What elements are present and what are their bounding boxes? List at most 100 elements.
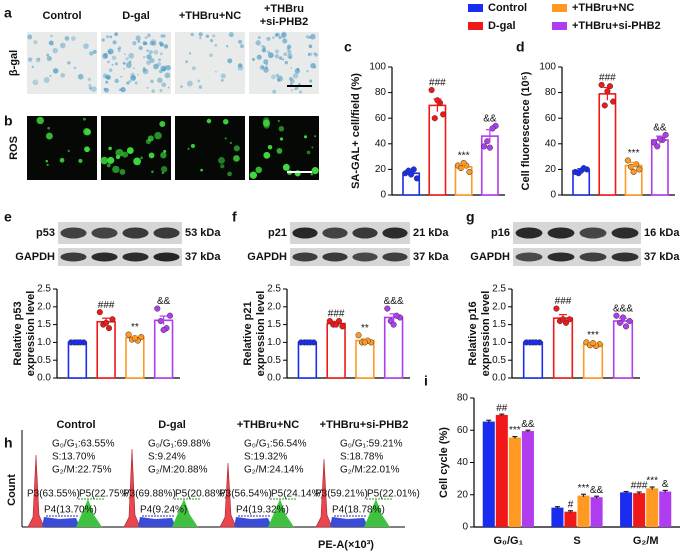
significance: **	[361, 323, 369, 334]
significance: ***	[509, 425, 521, 436]
stain-spot	[46, 53, 50, 57]
stain-spot	[130, 75, 136, 81]
panel-label: h	[4, 435, 13, 451]
stain-spot	[142, 68, 147, 72]
blot-band	[515, 252, 543, 262]
ros-spot	[67, 149, 71, 153]
column-header: +THBru	[264, 3, 304, 15]
stain-spot	[227, 58, 233, 64]
stain-spot	[159, 88, 163, 92]
ros-spot	[277, 119, 280, 123]
stain-spot	[128, 79, 132, 83]
ros-spot	[59, 157, 65, 163]
y-axis-label: Cell fluorescence (10⁵)	[520, 71, 532, 190]
stain-spot	[226, 45, 229, 48]
legend-swatch	[468, 4, 483, 12]
stain-spot	[163, 44, 169, 49]
ros-spot	[227, 171, 232, 177]
ros-spot	[108, 146, 112, 151]
data-point	[457, 165, 465, 172]
legend-label: +THBru+si-PHB2	[572, 20, 661, 32]
gate-label: P4(9.24%)	[140, 505, 187, 516]
blot-strip	[290, 222, 410, 244]
ros-spot	[311, 167, 319, 175]
y-tick-label: 2.0	[267, 301, 281, 312]
stain-spot	[164, 72, 171, 79]
stain-spot	[92, 49, 97, 54]
stain-spot	[240, 44, 244, 49]
ros-spot	[187, 147, 190, 150]
stain-spot	[157, 58, 162, 62]
data-point	[157, 317, 164, 325]
data-point	[553, 305, 560, 312]
stain-spot	[105, 80, 109, 84]
stain-spot	[146, 86, 149, 89]
stain-spot	[294, 86, 299, 90]
stain-spot	[309, 79, 313, 83]
stain-spot	[158, 41, 163, 46]
stain-spot	[109, 35, 113, 39]
stain-spot	[114, 62, 118, 66]
gate-label: P3(69.88%)	[123, 489, 176, 500]
stain-spot	[114, 32, 118, 37]
x-tick-label: S	[573, 535, 580, 547]
phase-stat: G₂/M:20.88%	[148, 465, 208, 476]
significance: &&&	[384, 296, 404, 307]
ros-spot	[133, 157, 141, 166]
stain-spot	[274, 54, 280, 59]
legend-swatch	[468, 22, 483, 30]
bar	[577, 495, 590, 527]
data-point	[390, 321, 397, 328]
ros-spot	[311, 146, 314, 149]
stain-spot	[111, 63, 114, 66]
data-point	[601, 102, 608, 109]
row-label: ROS	[8, 136, 20, 160]
stain-spot	[298, 90, 303, 94]
bar	[612, 320, 634, 379]
gate-label: P3(56.54%)	[219, 489, 272, 500]
ros-spot	[100, 156, 109, 165]
stain-spot	[151, 89, 155, 93]
sample-title: D-gal	[158, 419, 186, 431]
ros-spot	[303, 135, 308, 139]
bar	[508, 437, 521, 527]
stain-spot	[83, 43, 89, 49]
stain-spot	[276, 75, 283, 82]
stain-spot	[117, 49, 121, 53]
significance: &	[662, 479, 669, 490]
panel-label: d	[516, 39, 525, 55]
stain-spot	[49, 57, 52, 60]
data-point	[154, 305, 161, 312]
stain-spot	[153, 49, 159, 55]
y-axis-label: SA-GAL+ cell/field (%)	[350, 73, 362, 189]
data-point	[627, 163, 635, 170]
stain-spot	[159, 44, 162, 47]
stain-spot	[150, 39, 157, 45]
stain-spot	[49, 74, 52, 78]
ros-spot	[306, 150, 311, 155]
blot-label: GAPDH	[470, 251, 510, 263]
stain-spot	[274, 33, 278, 37]
stain-spot	[310, 33, 316, 40]
stain-spot	[290, 89, 293, 92]
stain-spot	[33, 40, 38, 45]
stain-spot	[149, 57, 155, 64]
bar	[355, 339, 375, 379]
ros-spot	[147, 135, 154, 142]
y-tick-label: 40	[545, 138, 557, 149]
significance: ***	[458, 151, 470, 162]
stain-spot	[147, 33, 151, 38]
stain-spot	[237, 64, 244, 71]
stain-spot	[60, 73, 66, 78]
significance: ###	[555, 296, 572, 307]
stain-spot	[188, 52, 192, 55]
blot-label: GAPDH	[15, 251, 55, 263]
data-point	[481, 143, 488, 150]
bar	[96, 320, 116, 379]
stain-spot	[112, 40, 117, 45]
stain-spot	[105, 76, 108, 79]
data-point	[339, 323, 346, 330]
y-tick-label: 40	[375, 138, 387, 149]
stain-spot	[287, 50, 292, 55]
ros-spot	[36, 116, 44, 125]
